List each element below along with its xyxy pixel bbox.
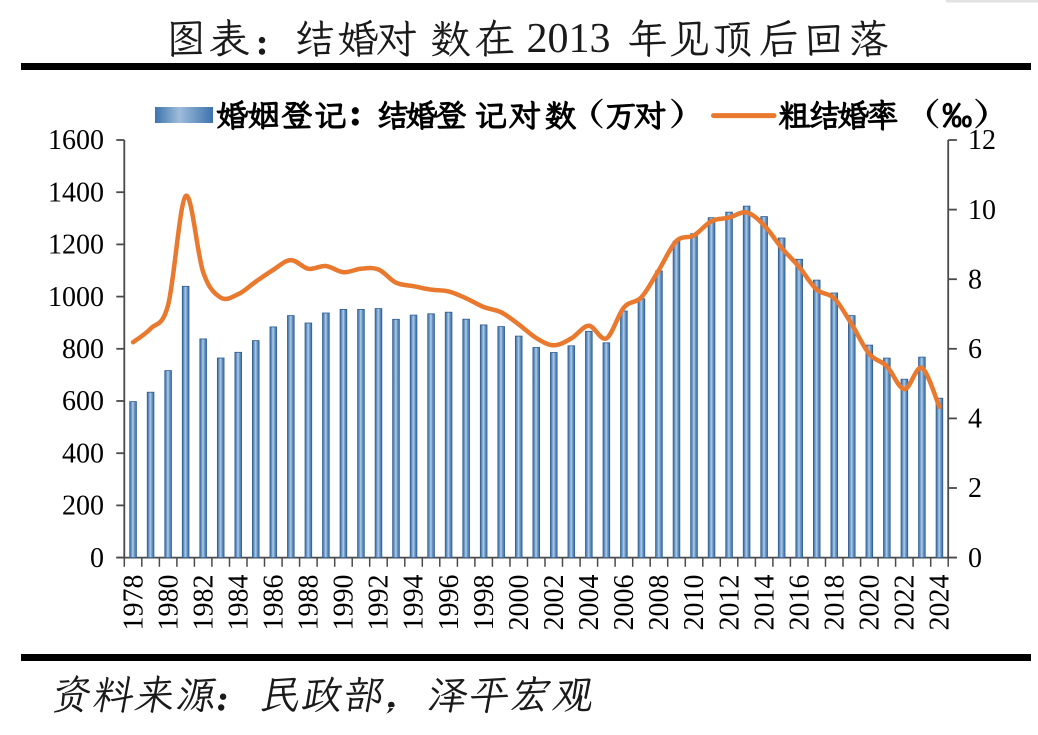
svg-text:2016: 2016 (784, 575, 815, 631)
svg-text:2022: 2022 (890, 575, 921, 631)
svg-text:1992: 1992 (364, 575, 395, 631)
svg-text:200: 200 (62, 491, 104, 522)
svg-text:2010: 2010 (679, 575, 710, 631)
svg-text:1200: 1200 (48, 230, 104, 261)
svg-text:2000: 2000 (504, 575, 535, 631)
svg-text:10: 10 (968, 195, 996, 226)
svg-text:2024: 2024 (925, 575, 956, 631)
svg-text:0: 0 (90, 543, 104, 574)
svg-text:1988: 1988 (294, 575, 325, 631)
svg-text:2020: 2020 (855, 575, 886, 631)
svg-text:2006: 2006 (609, 575, 640, 631)
svg-text:12: 12 (968, 125, 996, 156)
svg-text:1978: 1978 (118, 575, 149, 631)
svg-text:1000: 1000 (48, 282, 104, 313)
svg-text:2004: 2004 (574, 575, 605, 631)
svg-text:2008: 2008 (644, 575, 675, 631)
svg-text:1982: 1982 (188, 575, 219, 631)
svg-text:1980: 1980 (153, 575, 184, 631)
svg-text:2013: 2013 (527, 16, 611, 62)
svg-text:600: 600 (62, 386, 104, 417)
svg-text:8: 8 (968, 264, 982, 295)
svg-text:1600: 1600 (48, 125, 104, 156)
svg-text:400: 400 (62, 438, 104, 469)
svg-text:1400: 1400 (48, 177, 104, 208)
svg-text:1998: 1998 (469, 575, 500, 631)
svg-text:4: 4 (968, 404, 982, 435)
svg-text:1986: 1986 (259, 575, 290, 631)
svg-text:0: 0 (968, 543, 982, 574)
svg-text:2018: 2018 (820, 575, 851, 631)
svg-text:2012: 2012 (714, 575, 745, 631)
svg-text:1994: 1994 (399, 575, 430, 631)
svg-text:2: 2 (968, 473, 982, 504)
svg-text:2002: 2002 (539, 575, 570, 631)
svg-text:1996: 1996 (434, 575, 465, 631)
svg-text:1984: 1984 (223, 575, 254, 631)
svg-text:2014: 2014 (749, 575, 780, 631)
svg-text:800: 800 (62, 334, 104, 365)
svg-text:1990: 1990 (329, 575, 360, 631)
svg-text:6: 6 (968, 334, 982, 365)
